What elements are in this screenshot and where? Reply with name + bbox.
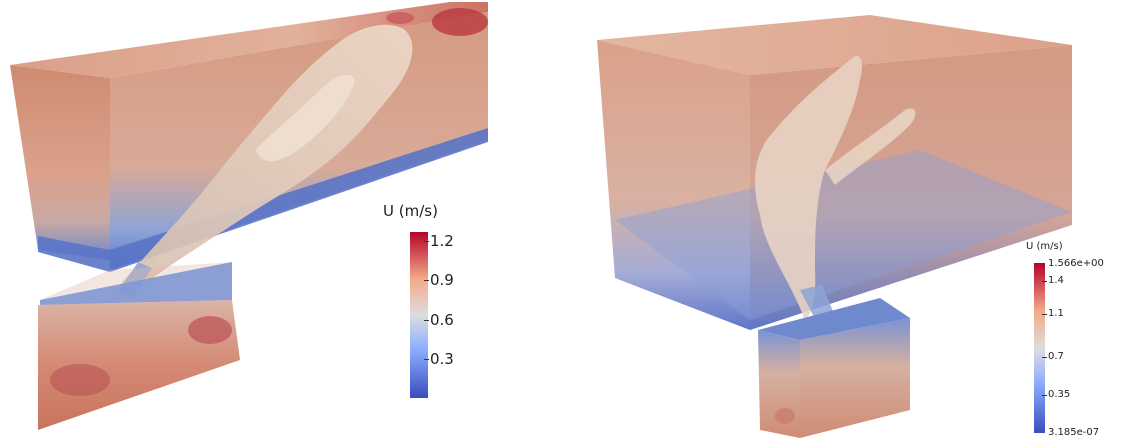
right-colorbar-min-label: 3.185e-07 — [1048, 427, 1100, 438]
right-colorbar-tick-label: 0.7 — [1048, 351, 1064, 362]
right-colorbar-tick-label: 0.35 — [1048, 389, 1071, 400]
left-colorbar-tick-mark — [424, 280, 429, 282]
left-colorbar-gradient — [410, 232, 428, 398]
left-colorbar-tick-label: 1.2 — [430, 232, 454, 251]
right-colorbar-tick-mark — [1042, 313, 1047, 315]
left-render — [10, 2, 488, 430]
right-colorbar-gradient — [1034, 263, 1045, 433]
right-colorbar-title: U (m/s) — [1026, 241, 1063, 252]
right-colorbar-tick-mark — [1042, 395, 1047, 396]
left-colorbar-tick-mark — [424, 241, 429, 243]
left-3d-view[interactable]: U (m/s) 1.2 0.9 0.6 0.3 — [0, 0, 560, 441]
left-colorbar-tick-label: 0.3 — [430, 349, 454, 368]
right-colorbar-tick-label: 1.4 — [1048, 275, 1064, 287]
right-colorbar-tick-mark — [1042, 357, 1047, 358]
left-colorbar-tick-mark — [424, 358, 429, 360]
right-3d-view[interactable]: U (m/s) 1.566e+00 3.185e-07 1.4 1.1 0.7 0.3… — [560, 0, 1122, 441]
right-colorbar-tick-mark — [1042, 281, 1047, 283]
left-colorbar-tick-label: 0.6 — [430, 310, 454, 329]
right-colorbar-max-label: 1.566e+00 — [1048, 258, 1104, 269]
left-colorbar-tick-label: 0.9 — [430, 271, 454, 290]
left-colorbar-title: U (m/s) — [383, 202, 438, 220]
right-render — [597, 15, 1072, 438]
left-colorbar-tick-mark — [424, 319, 429, 321]
right-colorbar-tick-label: 1.1 — [1048, 307, 1064, 319]
